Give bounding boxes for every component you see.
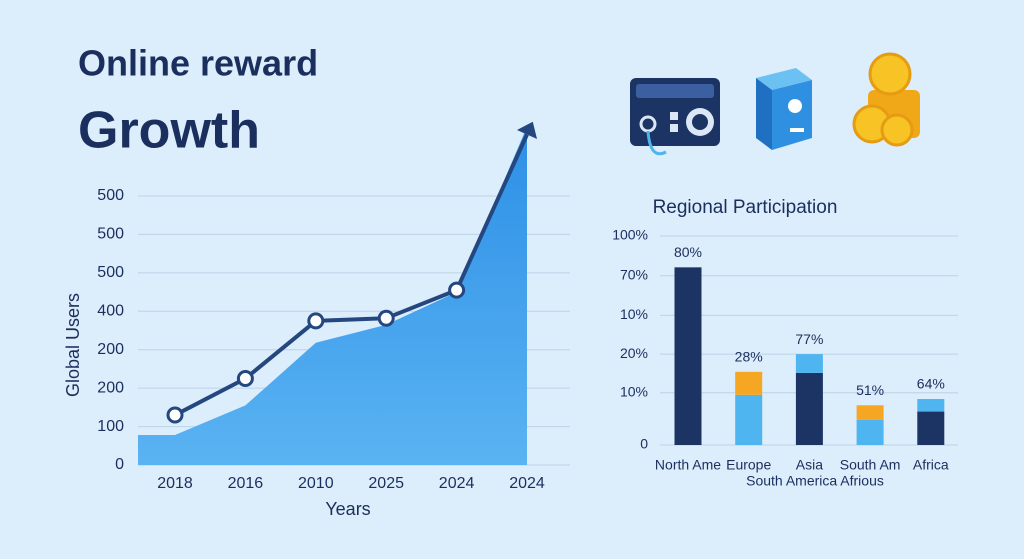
- data-label: 51%: [856, 382, 884, 398]
- data-label: 28%: [735, 349, 763, 365]
- chart-subtitle: Growth: [78, 102, 260, 160]
- point: [448, 281, 466, 299]
- cube-icon: [756, 68, 812, 150]
- bar-segment: [795, 354, 823, 373]
- x-axis-title: Years: [325, 499, 370, 519]
- x-tick-label: 2025: [368, 475, 404, 492]
- device-icon: [630, 78, 720, 156]
- point: [307, 312, 325, 330]
- y-tick-label: 100%: [612, 227, 648, 243]
- chart-title: Online reward: [78, 43, 318, 84]
- data-label: 64%: [917, 376, 945, 392]
- bar-segment: [917, 411, 945, 445]
- x-tick-label: 2018: [157, 475, 193, 492]
- x-tick-label: 2024: [439, 475, 475, 492]
- bar-segment: [735, 394, 763, 445]
- x-tick-label: South Am: [840, 457, 901, 473]
- x-tick-label: 2016: [228, 475, 264, 492]
- y-tick-label: 0: [640, 436, 648, 452]
- y-tick-label: 0: [115, 456, 124, 473]
- x-tick-label: North Ame: [655, 457, 721, 473]
- bar-segment: [917, 399, 945, 412]
- point: [377, 309, 395, 327]
- point: [166, 406, 184, 424]
- x-tick-label: South America Afrious: [746, 473, 884, 489]
- x-tick-label: 2024: [509, 475, 545, 492]
- bar-segment: [795, 372, 823, 445]
- area: [138, 126, 527, 465]
- y-tick-label: 500: [97, 264, 124, 281]
- y-tick-label: 200: [97, 379, 124, 396]
- y-tick-label: 70%: [620, 266, 648, 282]
- bar-segment: [856, 419, 884, 445]
- data-label: 80%: [674, 244, 702, 260]
- bar-segment: [674, 267, 702, 445]
- point: [236, 370, 254, 388]
- y-tick-label: 10%: [620, 306, 648, 322]
- y-tick-label: 200: [97, 341, 124, 358]
- y-tick-label: 20%: [620, 345, 648, 361]
- y-axis-title: Global Users: [63, 293, 83, 397]
- y-tick-label: 400: [97, 303, 124, 320]
- y-tick-label: 500: [97, 187, 124, 204]
- x-tick-label: Asia: [796, 457, 823, 473]
- x-tick-label: Europe: [726, 457, 771, 473]
- x-tick-label: Africa: [913, 457, 949, 473]
- line: [174, 133, 529, 417]
- arrow-head: [516, 121, 538, 140]
- x-tick-label: 2010: [298, 475, 334, 492]
- bar-segment: [735, 371, 763, 395]
- coins-icon: [852, 52, 920, 147]
- y-tick-label: 100: [97, 418, 124, 435]
- y-tick-label: 500: [97, 226, 124, 243]
- bar-segment: [856, 405, 884, 420]
- y-tick-label: 10%: [620, 383, 648, 399]
- data-label: 77%: [795, 331, 823, 347]
- chart-title: Regional Participation: [653, 197, 838, 218]
